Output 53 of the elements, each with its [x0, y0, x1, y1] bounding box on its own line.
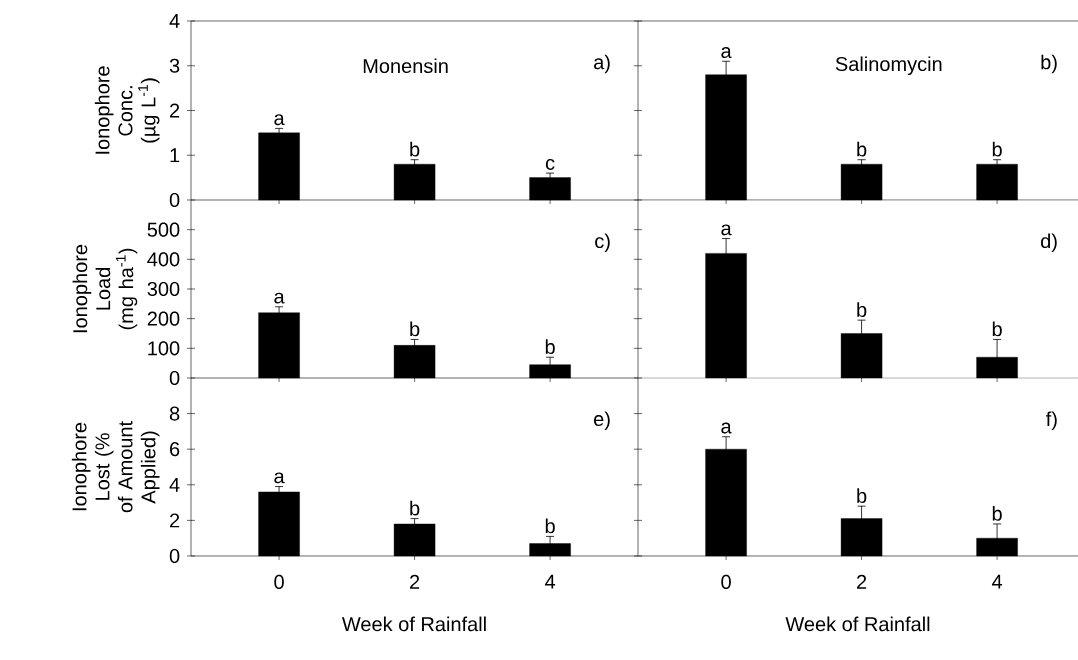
annotation: a: [721, 422, 732, 434]
annotation: a: [721, 47, 732, 59]
y-tick-label: 100: [148, 341, 180, 356]
y-axis-title: Ionophore Load (mg ha$^{-1}$): [72, 244, 138, 333]
annotation: b: [992, 506, 1002, 521]
y-tick-label: 1: [170, 148, 180, 163]
annotation: b: [410, 500, 420, 516]
annotation: d): [1041, 233, 1057, 253]
annotation: b: [992, 321, 1002, 337]
x-axis-title: Week of Rainfall: [785, 616, 930, 632]
y-tick-label: 6: [170, 442, 180, 457]
annotation: c: [545, 158, 555, 170]
annotation: f): [1046, 411, 1057, 431]
x-tick-label: 0: [274, 574, 284, 590]
y-tick-label: 3: [169, 58, 180, 73]
annotation: a: [274, 472, 285, 484]
x-tick-label: 4: [991, 574, 1003, 589]
x-tick-label: 2: [410, 574, 420, 589]
y-tick-label: 0: [169, 370, 180, 386]
annotation: b: [857, 488, 867, 503]
x-tick-label: 2: [857, 574, 867, 589]
x-axis-title: Week of Rainfall: [341, 616, 486, 632]
x-tick-label: 0: [721, 574, 731, 590]
annotation: b: [857, 141, 867, 157]
annotation: b: [545, 339, 555, 355]
annotation: b): [1041, 54, 1057, 74]
annotation: a: [721, 224, 732, 236]
x-tick-label: 4: [544, 574, 556, 589]
y-tick-label: 2: [170, 513, 180, 528]
annotation: e): [594, 411, 610, 431]
annotation: a): [594, 54, 610, 74]
annotation: b: [410, 141, 420, 157]
y-tick-label: 500: [147, 222, 180, 237]
y-axis-title: Ionophore Conc. (µg L$^{-1}$): [94, 66, 160, 154]
y-tick-label: 8: [169, 406, 180, 421]
annotation: b: [545, 518, 555, 534]
annotation: a: [274, 292, 285, 304]
y-tick-label: 4: [169, 477, 180, 492]
text: Monensin: [363, 58, 448, 74]
annotation: b: [992, 141, 1002, 157]
y-tick-label: 4: [169, 14, 180, 28]
annotation: a: [274, 114, 285, 126]
y-axis-title: Ionophore Lost (% of Amount Applied): [71, 421, 160, 513]
y-tick-label: 200: [147, 311, 180, 326]
annotation: b: [410, 321, 420, 337]
y-tick-label: 0: [169, 548, 180, 564]
annotation: b: [857, 302, 867, 317]
y-tick-label: 2: [170, 103, 180, 118]
y-tick-label: 400: [147, 252, 180, 267]
y-tick-label: 0: [169, 192, 180, 208]
text: Salinomycin: [835, 56, 942, 76]
y-tick-label: 300: [147, 281, 180, 297]
annotation: c): [595, 233, 610, 253]
